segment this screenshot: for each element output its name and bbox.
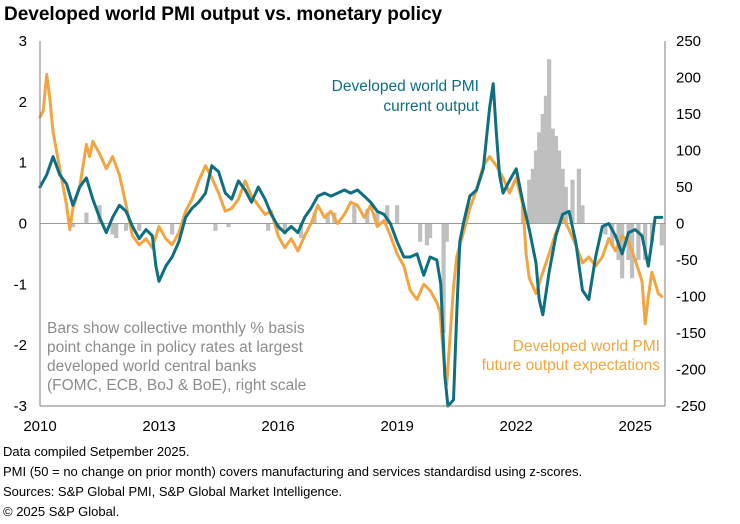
- policy-rate-bar: [427, 223, 433, 239]
- policy-rate-bar: [556, 150, 562, 224]
- policy-rate-bar: [550, 128, 555, 224]
- y-left-tick-label: 1: [19, 155, 27, 172]
- footnote-pmi-definition: PMI (50 = no change on prior month) cove…: [3, 464, 583, 479]
- policy-rate-bar: [441, 223, 446, 333]
- future-output-label-line2: future output expectations: [482, 357, 661, 374]
- chart-area: 3 2 1 0 -1 -2 -3 250 200 150 100 50 0 -50 -100 -150 -200…: [14, 33, 706, 435]
- current-output-label-line2: current output: [383, 98, 479, 115]
- footnote-copyright: © 2025 S&P Global.: [3, 504, 120, 519]
- y-left-tick-label: 2: [19, 94, 27, 111]
- policy-rate-bar: [537, 132, 542, 224]
- y-right-tick-label: 100: [676, 143, 701, 160]
- x-tick-label: 2019: [380, 418, 413, 435]
- y-left-tick-label: 3: [19, 33, 27, 50]
- policy-rate-bar: [643, 223, 648, 260]
- policy-rate-bar: [385, 205, 390, 224]
- policy-rate-bar: [299, 223, 304, 239]
- policy-rate-bar: [603, 223, 608, 235]
- bars-layer: [70, 59, 664, 333]
- bars-note-line3: developed world central banks: [47, 358, 257, 375]
- current-output-label-line1: Developed world PMI: [332, 78, 479, 95]
- y-right-tick-label: 200: [676, 70, 701, 87]
- policy-rate-bar: [395, 205, 400, 224]
- policy-rate-bar: [375, 212, 380, 224]
- axes-layer: [39, 41, 666, 407]
- x-tick-label: 2013: [142, 418, 175, 435]
- policy-rate-bar: [547, 59, 552, 224]
- y-left-tick-label: 0: [19, 216, 27, 233]
- policy-rate-bar: [70, 223, 76, 228]
- policy-rate-bar: [418, 223, 423, 242]
- bars-note-line4: (FOMC, ECB, BoJ & BoE), right scale: [47, 377, 306, 394]
- ticks-layer: 3 2 1 0 -1 -2 -3 250 200 150 100 50 0 -50 -100 -150 -200…: [14, 33, 706, 435]
- policy-rate-bar: [84, 212, 89, 224]
- y-right-tick-label: -50: [676, 252, 698, 269]
- policy-rate-bar: [553, 135, 558, 224]
- y-left-tick-label: -3: [14, 398, 27, 415]
- y-left-tick-label: -1: [14, 276, 27, 293]
- policy-rate-bar: [560, 168, 565, 224]
- policy-rate-bar: [137, 223, 142, 231]
- policy-rate-bar: [444, 223, 449, 242]
- policy-rate-bar: [636, 223, 641, 260]
- policy-rate-bar: [352, 205, 357, 224]
- policy-rate-bar: [533, 150, 539, 224]
- y-right-tick-label: -100: [676, 289, 706, 306]
- current-output-line: [38, 82, 664, 408]
- policy-rate-bar: [580, 205, 585, 224]
- policy-rate-bar: [540, 114, 545, 224]
- policy-rate-bar: [527, 179, 532, 224]
- policy-rate-bar: [110, 223, 115, 235]
- lines-layer: [38, 73, 664, 408]
- policy-rate-bar: [610, 223, 615, 246]
- policy-rate-bar: [170, 223, 175, 235]
- policy-rate-bar: [325, 212, 330, 224]
- y-right-tick-label: -250: [676, 398, 706, 415]
- footnote-sources: Sources: S&P Global PMI, S&P Global Mark…: [3, 484, 343, 499]
- policy-rate-bar: [114, 223, 119, 239]
- policy-rate-bar: [659, 223, 664, 246]
- policy-rate-bar: [424, 223, 430, 246]
- policy-rate-bar: [213, 223, 218, 231]
- x-tick-label: 2022: [500, 418, 533, 435]
- footnote-data-compiled: Data compiled Setpember 2025.: [3, 444, 190, 459]
- policy-rate-bar: [226, 223, 231, 228]
- x-tick-label: 2010: [23, 418, 56, 435]
- x-tick-label: 2016: [261, 418, 294, 435]
- y-right-tick-label: 250: [676, 33, 701, 50]
- y-right-tick-label: -200: [676, 362, 706, 379]
- future-output-label-line1: Developed world PMI: [513, 338, 660, 355]
- policy-rate-bar: [266, 223, 271, 231]
- y-right-tick-label: 150: [676, 106, 701, 123]
- bars-note-line1: Bars show collective monthly % basis: [47, 320, 305, 337]
- policy-rate-bar: [530, 168, 535, 224]
- policy-rate-bar: [570, 179, 575, 224]
- y-right-tick-label: 50: [676, 179, 693, 196]
- policy-rate-bar: [563, 187, 568, 224]
- policy-rate-bar: [282, 223, 287, 235]
- policy-rate-bar: [124, 223, 129, 231]
- policy-rate-bar: [365, 208, 370, 224]
- chart-title: Developed world PMI output vs. monetary …: [4, 4, 443, 25]
- policy-rate-bar: [576, 168, 581, 224]
- y-right-tick-label: 0: [676, 216, 684, 233]
- x-tick-label: 2025: [619, 418, 652, 435]
- bars-note-line2: point change in policy rates at largest: [47, 339, 304, 356]
- policy-rate-bar: [543, 95, 549, 224]
- y-right-tick-label: -150: [676, 325, 706, 342]
- y-left-tick-label: -2: [14, 337, 27, 354]
